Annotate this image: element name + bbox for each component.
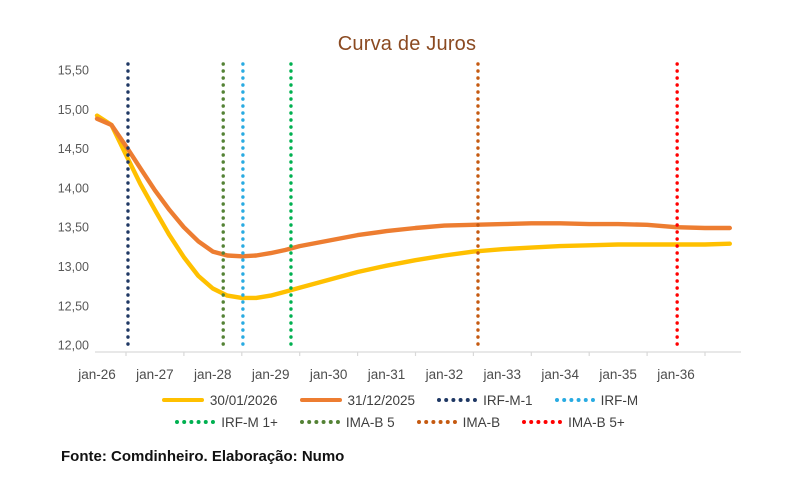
x-axis-label: jan-30 <box>309 367 348 382</box>
x-axis-label: jan-29 <box>251 367 290 382</box>
x-axis-label: jan-36 <box>656 367 695 382</box>
legend-dotted-swatch <box>437 398 478 402</box>
y-axis-label: 15,50 <box>58 64 89 78</box>
legend-line-swatch <box>299 398 342 402</box>
legend-dotted-swatch <box>416 420 457 424</box>
legend-label: IMA-B 5 <box>345 414 395 430</box>
legend-label: 30/01/2026 <box>209 392 278 408</box>
series-line-30-01-2026 <box>94 113 732 301</box>
legend-line-swatch <box>161 398 204 402</box>
legend-item-irf-m-1: IRF-M 1+ <box>175 415 278 430</box>
legend-dotted-swatch <box>522 420 563 424</box>
legend-item-31-12-2025: 31/12/2025 <box>299 392 416 408</box>
x-axis-label: jan-27 <box>135 367 174 382</box>
legend-dotted-swatch <box>175 420 216 424</box>
y-axis-label: 14,00 <box>58 181 89 195</box>
legend-item-ima-b-5: IMA-B 5+ <box>522 415 625 430</box>
y-axis-label: 12,50 <box>58 299 89 313</box>
source-caption: Fonte: Comdinheiro. Elaboração: Numo <box>61 448 345 465</box>
legend-row: 30/01/2026 31/12/2025 IRF-M-1 IRF-M <box>0 389 800 411</box>
y-axis-label: 12,00 <box>58 339 89 353</box>
chart-title: Curva de Juros <box>337 33 477 55</box>
legend-dotted-swatch <box>299 420 340 424</box>
legend-row: IRF-M 1+ IMA-B 5 IMA-B IMA-B 5+ <box>0 411 800 433</box>
legend-item-irf-m-1: IRF-M-1 <box>437 393 533 408</box>
legend-dotted-swatch <box>554 398 595 402</box>
yield-curve-chart: 15,50 15,00 14,50 14,00 13,50 13,00 12,50 12,00… <box>58 62 741 382</box>
legend-item-ima-b: IMA-B <box>416 414 501 430</box>
legend-item-ima-b-5: IMA-B 5 <box>299 414 395 430</box>
legend-label: IRF-M-1 <box>483 392 533 408</box>
x-axis-label: jan-26 <box>77 367 116 382</box>
legend-item-irf-m: IRF-M <box>554 392 639 408</box>
y-axis-label: 15,00 <box>58 103 89 117</box>
y-axis-label: 14,50 <box>58 142 89 156</box>
legend-label: IMA-B 5+ <box>568 414 625 430</box>
legend-item-30-01-2026: 30/01/2026 <box>161 392 278 408</box>
x-axis-label: jan-31 <box>367 367 406 382</box>
legend-label: IRF-M 1+ <box>221 414 278 430</box>
chart-legend: 30/01/2026 31/12/2025 IRF-M-1 IRF-M IRF-M 1+… <box>0 389 800 433</box>
x-axis-label: jan-33 <box>483 367 522 382</box>
x-axis-label: jan-35 <box>598 367 637 382</box>
y-axis-label: 13,00 <box>58 260 89 274</box>
x-axis-label: jan-28 <box>193 367 232 382</box>
series-line-31-12-2025 <box>94 116 732 259</box>
y-axis-label: 13,50 <box>58 221 89 235</box>
x-axis-label: jan-32 <box>425 367 464 382</box>
legend-label: IMA-B <box>462 414 501 430</box>
x-axis-label: jan-34 <box>540 367 579 382</box>
legend-label: 31/12/2025 <box>347 392 416 408</box>
legend-label: IRF-M <box>600 392 639 408</box>
